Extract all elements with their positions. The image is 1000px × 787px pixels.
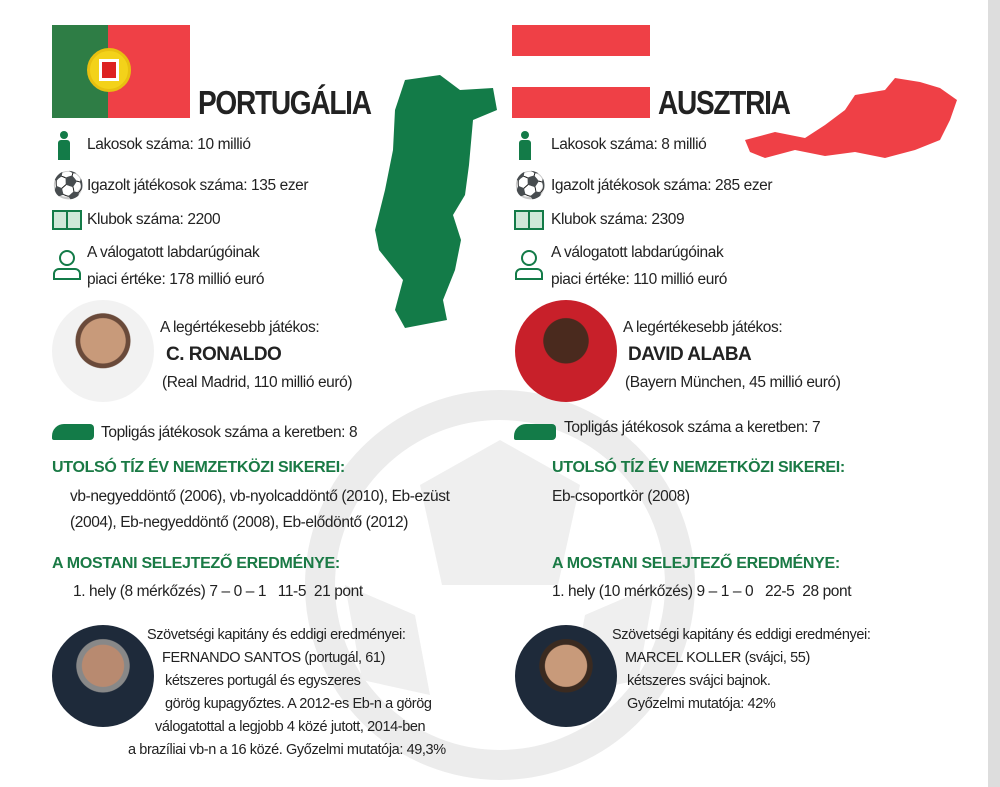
pitch-icon <box>52 210 82 230</box>
pitch-icon <box>514 210 544 230</box>
country-title: PORTUGÁLIA <box>198 84 372 121</box>
portugal-flag <box>52 25 190 118</box>
clubs: Klubok száma: 2309 <box>551 211 685 228</box>
mvp-label: A legértékesebb játékos: <box>623 319 783 336</box>
population: Lakosok száma: 10 millió <box>87 136 251 153</box>
population: Lakosok száma: 8 millió <box>551 136 707 153</box>
mvp-club: (Bayern München, 45 millió euró) <box>625 374 841 391</box>
coach-line: FERNANDO SANTOS (portugál, 61) <box>162 650 386 666</box>
qualifying-result: 1. hely (10 mérkőzés) 9 – 1 – 0 22-5 28 … <box>552 583 852 600</box>
footballer-icon: ⚽ <box>514 170 547 200</box>
coach-line: kétszeres svájci bajnok. <box>627 673 771 689</box>
player-value-icon <box>515 250 543 282</box>
mvp-name: DAVID ALABA <box>628 344 752 365</box>
player-value-icon <box>53 250 81 282</box>
country-title: AUSZTRIA <box>658 84 791 121</box>
person-icon <box>518 131 532 161</box>
success-line2: (2004), Eb-negyeddöntő (2008), Eb-elődön… <box>70 514 409 531</box>
santos-photo <box>52 625 154 727</box>
coach-line: válogatottal a legjobb 4 közé jutott, 20… <box>155 719 426 735</box>
market-value-line2: piaci értéke: 178 millió euró <box>87 271 265 288</box>
qualifying-result: 1. hely (8 mérkőzés) 7 – 0 – 1 11-5 21 p… <box>73 583 363 600</box>
mvp-club: (Real Madrid, 110 millió euró) <box>162 374 353 391</box>
registered-players: Igazolt játékosok száma: 135 ezer <box>87 177 309 194</box>
success-heading: UTOLSÓ TÍZ ÉV NEMZETKÖZI SIKEREI: <box>52 459 345 476</box>
registered-players: Igazolt játékosok száma: 285 ezer <box>551 177 773 194</box>
mvp-label: A legértékesebb játékos: <box>160 319 320 336</box>
alaba-photo <box>515 300 617 402</box>
success-line1: Eb-csoportkör (2008) <box>552 488 690 505</box>
success-line1: vb-negyeddöntő (2006), vb-nyolcaddöntő (… <box>70 488 450 505</box>
footballer-icon: ⚽ <box>52 170 85 200</box>
coach-line: görög kupagyőztes. A 2012-es Eb-n a görö… <box>165 696 432 712</box>
market-value-line1: A válogatott labdarúgóinak <box>87 244 260 261</box>
market-value-line2: piaci értéke: 110 millió euró <box>551 271 727 288</box>
austria-flag <box>512 25 650 118</box>
coach-line: a brazíliai vb-n a 16 közé. Győzelmi mut… <box>128 742 446 758</box>
toplig-players: Topligás játékosok száma a keretben: 8 <box>101 424 358 441</box>
result-heading: A MOSTANI SELEJTEZŐ EREDMÉNYE: <box>52 555 340 572</box>
coach-line: Győzelmi mutatója: 42% <box>627 696 776 712</box>
toplig-players: Topligás játékosok száma a keretben: 7 <box>564 419 821 436</box>
ronaldo-photo <box>52 300 154 402</box>
coach-line: kétszeres portugál és egyszeres <box>165 673 361 689</box>
market-value-line1: A válogatott labdarúgóinak <box>551 244 724 261</box>
clubs: Klubok száma: 2200 <box>87 211 221 228</box>
boot-icon <box>52 424 94 440</box>
boot-icon <box>514 424 556 440</box>
person-icon <box>57 131 71 161</box>
koller-photo <box>515 625 617 727</box>
success-heading: UTOLSÓ TÍZ ÉV NEMZETKÖZI SIKEREI: <box>552 459 845 476</box>
coach-line: Szövetségi kapitány és eddigi eredményei… <box>147 627 406 643</box>
portugal-map <box>375 75 497 328</box>
mvp-name: C. RONALDO <box>166 344 282 365</box>
coach-line: MARCEL KOLLER (svájci, 55) <box>625 650 810 666</box>
coach-line: Szövetségi kapitány és eddigi eredményei… <box>612 627 871 643</box>
result-heading: A MOSTANI SELEJTEZŐ EREDMÉNYE: <box>552 555 840 572</box>
page-edge <box>988 0 1000 787</box>
austria-map <box>745 78 957 158</box>
